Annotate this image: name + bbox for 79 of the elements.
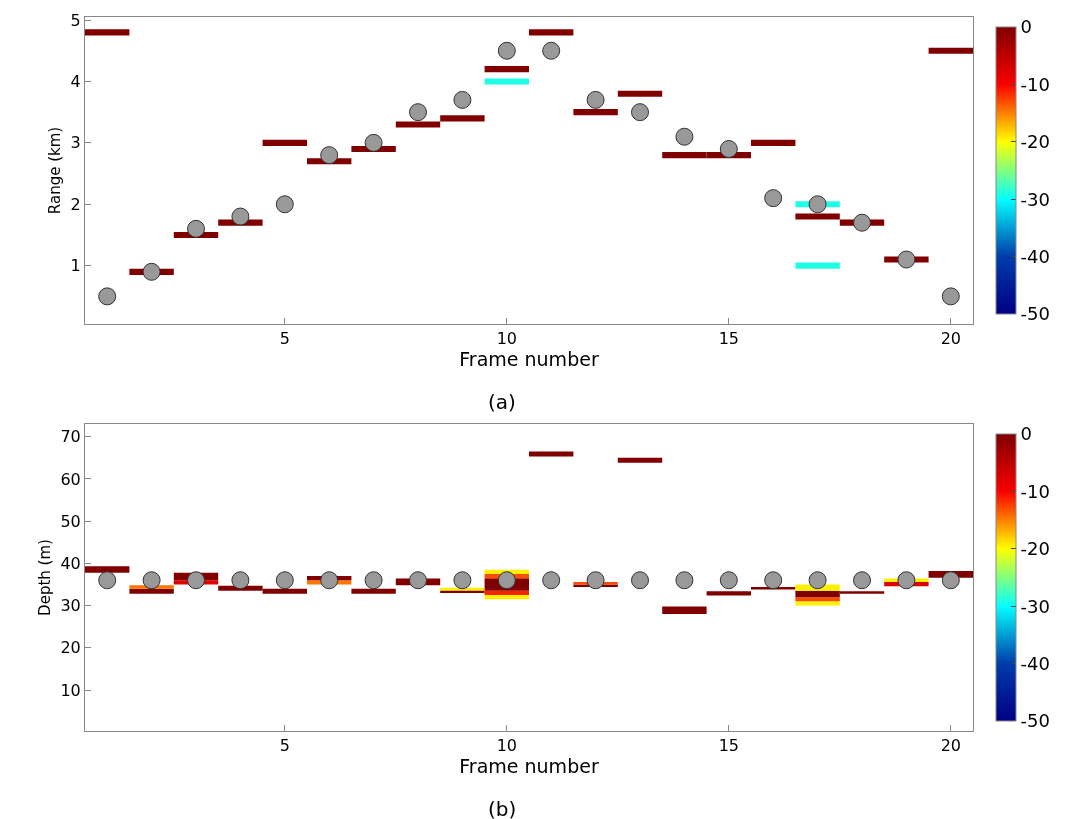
color-bar-label: -40 <box>1020 652 1051 674</box>
y-tick-label: 20 <box>60 638 81 658</box>
color-bar-label: -10 <box>1020 73 1051 95</box>
bar <box>529 29 574 36</box>
point <box>897 250 916 269</box>
color-bar-label: -40 <box>1020 245 1051 267</box>
y-axis-title: Depth (m) <box>35 539 54 616</box>
bar <box>129 588 174 594</box>
point <box>719 140 738 158</box>
x-tick-label: 10 <box>496 329 517 349</box>
x-tick-label: 15 <box>718 329 739 349</box>
y-tick-label: 50 <box>60 511 81 531</box>
text: (a) <box>488 390 516 414</box>
bar <box>617 90 663 97</box>
x-tick-label: 15 <box>718 736 739 756</box>
y-tick-label: 40 <box>60 553 81 573</box>
color-bar-label: -30 <box>1020 188 1051 210</box>
bar <box>85 29 130 36</box>
y-axis-title: Range (km) <box>45 126 64 215</box>
x-tick-label: 5 <box>279 329 290 349</box>
y-tick-label: 2 <box>70 194 81 214</box>
y-tick-label: 60 <box>60 469 81 489</box>
y-tick-label: 4 <box>70 72 81 92</box>
bar <box>484 78 529 85</box>
point <box>187 219 205 238</box>
bar <box>85 566 130 573</box>
bar <box>928 47 973 54</box>
text: (b) <box>488 797 517 819</box>
point <box>497 41 516 60</box>
bar <box>662 606 707 615</box>
bar <box>751 139 796 146</box>
point <box>764 189 783 208</box>
bar <box>795 262 840 269</box>
y-tick-label: 1 <box>70 256 81 276</box>
point <box>808 195 827 214</box>
bar <box>617 457 663 463</box>
point <box>853 213 871 232</box>
color-bar-label: -50 <box>1020 303 1051 325</box>
point <box>98 287 117 306</box>
point <box>542 41 561 60</box>
color-bar-label: 0 <box>1020 16 1033 38</box>
bar <box>351 588 396 594</box>
x-tick-label: 10 <box>496 736 517 756</box>
bar <box>529 451 574 457</box>
y-tick-label: 5 <box>70 10 81 30</box>
point <box>631 103 649 122</box>
x-tick-label: 20 <box>940 736 961 756</box>
y-tick-label: 70 <box>60 427 81 447</box>
bar <box>262 139 307 146</box>
x-axis-title: Frame number <box>459 348 599 371</box>
x-tick-label: 5 <box>279 736 290 756</box>
color-bar-label: -20 <box>1020 538 1051 560</box>
point <box>586 90 605 109</box>
bar <box>573 109 618 116</box>
color-bar-label: -30 <box>1020 595 1051 617</box>
point <box>941 287 960 306</box>
point <box>142 262 161 281</box>
point <box>231 207 250 226</box>
color-bar-label: -20 <box>1020 131 1051 153</box>
bar <box>395 121 441 128</box>
point <box>320 146 339 165</box>
bar <box>484 66 529 73</box>
y-tick-label: 10 <box>60 680 81 700</box>
point <box>364 133 383 152</box>
color-bar-label: -50 <box>1020 710 1051 732</box>
point <box>675 127 694 146</box>
bar <box>440 115 485 122</box>
y-tick-label: 30 <box>60 596 81 616</box>
bar <box>795 213 840 220</box>
x-axis-title: Frame number <box>459 755 599 778</box>
y-tick-label: 3 <box>70 133 81 153</box>
point <box>275 195 294 214</box>
bar <box>484 590 529 596</box>
color-bar-label: -10 <box>1020 480 1051 502</box>
point <box>453 90 472 109</box>
bar <box>706 591 751 596</box>
point <box>409 103 427 122</box>
x-tick-label: 20 <box>940 329 961 349</box>
color-bar-label: 0 <box>1020 423 1033 445</box>
